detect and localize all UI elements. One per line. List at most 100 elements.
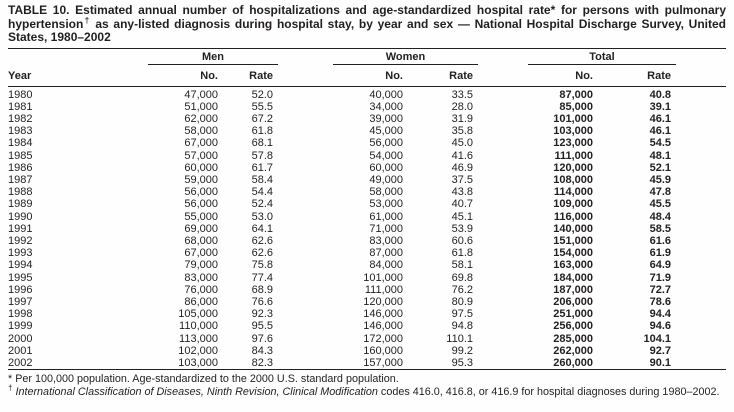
gap-cell xyxy=(278,162,333,174)
trail-cell xyxy=(676,137,726,149)
men-no-cell: 59,000 xyxy=(184,173,218,186)
men-rate-cell: 64.1 xyxy=(251,222,273,235)
trail-cell xyxy=(676,150,726,162)
year-cell: 1985 xyxy=(8,149,33,162)
total-no-cell: 154,000 xyxy=(553,247,593,260)
gap-cell xyxy=(478,357,528,370)
total-rate-cell: 64.9 xyxy=(649,259,671,272)
trail-cell xyxy=(676,235,726,247)
gap-cell xyxy=(478,345,528,357)
trail-cell xyxy=(676,211,726,223)
year-cell: 1989 xyxy=(8,198,33,211)
men-no-cell: 57,000 xyxy=(184,149,218,162)
year-cell: 1982 xyxy=(8,112,33,125)
women-no-cell: 120,000 xyxy=(363,295,403,308)
women-no-cell: 53,000 xyxy=(369,198,403,211)
gap-cell xyxy=(478,247,528,259)
table-row: 1995 83,000 77.4 101,000 69.8 184,000 71… xyxy=(8,272,726,284)
column-header-year: Year xyxy=(8,64,148,87)
total-no-cell: 116,000 xyxy=(553,210,593,223)
year-cell: 1981 xyxy=(8,100,33,113)
total-no-cell: 260,000 xyxy=(553,356,593,369)
column-group-men: Men xyxy=(148,48,278,65)
column-header-women-rate: Rate xyxy=(408,64,478,87)
women-rate-cell: 60.6 xyxy=(451,234,473,247)
table-row: 1983 58,000 61.8 45,000 35.8 103,000 46.… xyxy=(8,125,726,137)
gap-cell xyxy=(278,198,333,210)
gap-cell xyxy=(478,235,528,247)
gap-cell xyxy=(478,223,528,235)
footnote-icd-citation: International Classification of Diseases… xyxy=(15,386,378,399)
women-rate-cell: 45.0 xyxy=(451,137,473,150)
year-cell: 1983 xyxy=(8,125,33,138)
women-no-cell: 56,000 xyxy=(369,137,403,150)
gap-cell xyxy=(478,113,528,125)
women-rate-cell: 35.8 xyxy=(451,125,473,138)
women-no-cell: 83,000 xyxy=(369,234,403,247)
table-row: 1992 68,000 62.6 83,000 60.6 151,000 61.… xyxy=(8,235,726,247)
women-rate-cell: 99.2 xyxy=(451,344,473,357)
column-header-men-rate: Rate xyxy=(223,64,278,87)
gap-cell xyxy=(278,259,333,271)
trail-cell xyxy=(676,357,726,370)
gap-cell xyxy=(278,174,333,186)
men-rate-cell: 52.4 xyxy=(251,198,273,211)
trail-cell xyxy=(676,320,726,332)
total-no-cell: 85,000 xyxy=(559,100,593,113)
gap-cell xyxy=(278,284,333,296)
gap-cell xyxy=(278,345,333,357)
total-rate-cell: 47.8 xyxy=(649,186,671,199)
total-rate-cell: 45.5 xyxy=(649,198,671,211)
men-no-cell: 83,000 xyxy=(184,271,218,284)
trail-cell xyxy=(676,259,726,271)
men-no-cell: 68,000 xyxy=(184,234,218,247)
year-cell: 2001 xyxy=(8,344,33,357)
men-rate-cell: 68.9 xyxy=(251,283,273,296)
table-row: 1991 69,000 64.1 71,000 53.9 140,000 58.… xyxy=(8,223,726,235)
total-rate-cell: 54.5 xyxy=(649,137,671,150)
women-rate-cell: 46.9 xyxy=(451,161,473,174)
header-trail xyxy=(676,64,726,87)
men-no-cell: 51,000 xyxy=(184,100,218,113)
table-10-page: TABLE 10. Estimated annual number of hos… xyxy=(8,3,726,399)
total-no-cell: 206,000 xyxy=(553,295,593,308)
men-no-cell: 67,000 xyxy=(184,137,218,150)
gap-cell xyxy=(278,333,333,345)
group-trail xyxy=(676,48,726,64)
table-row: 1988 56,000 54.4 58,000 43.8 114,000 47.… xyxy=(8,186,726,198)
trail-cell xyxy=(676,186,726,198)
gap-cell xyxy=(478,86,528,101)
trail-cell xyxy=(676,113,726,125)
women-rate-cell: 76.2 xyxy=(451,283,473,296)
table-body: 1980 47,000 52.0 40,000 33.5 87,000 40.8… xyxy=(8,86,726,370)
men-rate-cell: 58.4 xyxy=(251,173,273,186)
footnote-rate-text: Per 100,000 population. Age-standardized… xyxy=(12,373,399,386)
table-title-part2: as any-listed diagnosis during hospital … xyxy=(8,16,726,44)
gap-cell xyxy=(278,235,333,247)
year-cell: 1987 xyxy=(8,173,33,186)
table-row: 1980 47,000 52.0 40,000 33.5 87,000 40.8 xyxy=(8,86,726,101)
women-no-cell: 146,000 xyxy=(363,308,403,321)
women-rate-cell: 80.9 xyxy=(451,295,473,308)
men-no-cell: 47,000 xyxy=(184,88,218,101)
table-row: 1990 55,000 53.0 61,000 45.1 116,000 48.… xyxy=(8,211,726,223)
men-rate-cell: 61.8 xyxy=(251,125,273,138)
women-rate-cell: 58.1 xyxy=(451,259,473,272)
column-header-row: Year No. Rate No. Rate No. Rate xyxy=(8,64,726,87)
year-cell: 1998 xyxy=(8,308,33,321)
group-header-spacer xyxy=(8,48,148,64)
total-no-cell: 285,000 xyxy=(553,332,593,345)
year-cell: 1999 xyxy=(8,320,33,333)
gap-cell xyxy=(478,125,528,137)
total-rate-cell: 48.1 xyxy=(649,149,671,162)
total-rate-cell: 61.6 xyxy=(649,234,671,247)
men-rate-cell: 55.5 xyxy=(251,100,273,113)
men-rate-cell: 53.0 xyxy=(251,210,273,223)
men-rate-cell: 52.0 xyxy=(251,88,273,101)
trail-cell xyxy=(676,198,726,210)
trail-cell xyxy=(676,308,726,320)
women-no-cell: 84,000 xyxy=(369,259,403,272)
men-no-cell: 79,000 xyxy=(184,259,218,272)
women-no-cell: 172,000 xyxy=(363,332,403,345)
gap-cell xyxy=(278,320,333,332)
